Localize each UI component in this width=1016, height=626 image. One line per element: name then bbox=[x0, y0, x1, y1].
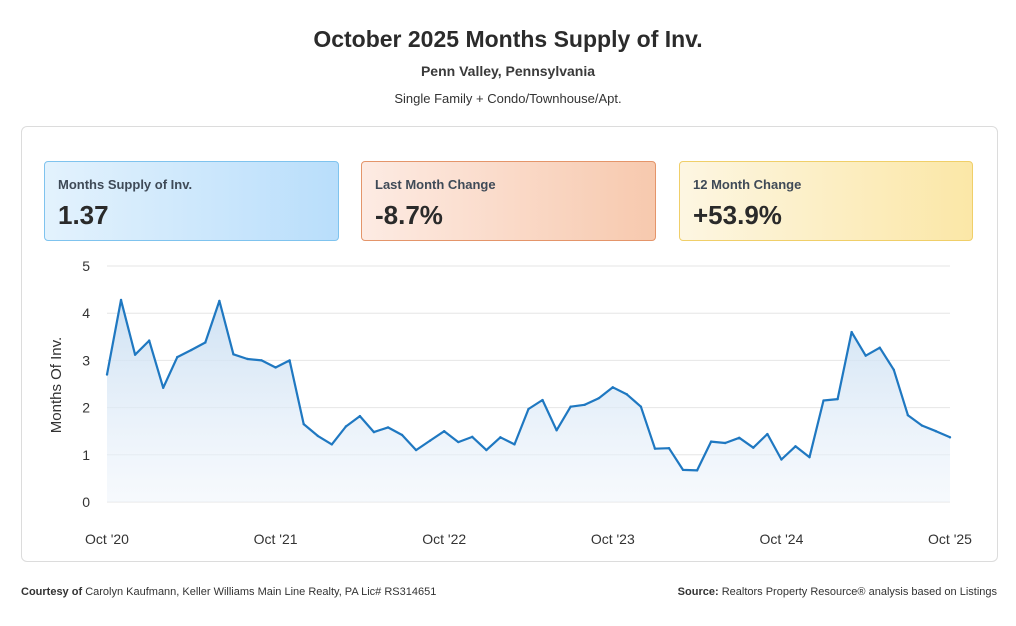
data-point bbox=[948, 436, 952, 439]
data-point bbox=[653, 447, 657, 450]
data-point bbox=[443, 430, 446, 433]
data-points bbox=[105, 298, 952, 472]
data-point bbox=[246, 357, 249, 361]
data-point bbox=[583, 403, 586, 406]
data-point bbox=[667, 446, 671, 450]
last-month-change-label: Last Month Change bbox=[375, 177, 496, 192]
data-point bbox=[681, 468, 685, 472]
chart-title: October 2025 Months Supply of Inv. bbox=[313, 26, 703, 52]
y-tick-label: 0 bbox=[82, 494, 90, 510]
property-types-subtitle: Single Family + Condo/Townhouse/Apt. bbox=[394, 91, 622, 106]
data-point bbox=[302, 422, 305, 426]
x-tick-label: Oct '21 bbox=[254, 531, 298, 547]
last-month-change-value: -8.7% bbox=[375, 200, 443, 230]
data-point bbox=[428, 439, 432, 442]
data-point bbox=[471, 435, 474, 439]
data-point bbox=[414, 448, 418, 452]
data-point bbox=[147, 339, 151, 342]
data-point bbox=[822, 399, 825, 402]
data-point bbox=[766, 432, 769, 436]
y-axis-ticks: 0 1 2 3 4 5 bbox=[82, 258, 90, 510]
data-point bbox=[316, 434, 319, 438]
data-point bbox=[344, 425, 348, 428]
source-footer: Source: Realtors Property Resource® anal… bbox=[678, 586, 997, 598]
data-point bbox=[400, 433, 404, 437]
y-tick-label: 5 bbox=[82, 258, 90, 274]
x-tick-label: Oct '20 bbox=[85, 531, 129, 547]
data-point bbox=[920, 424, 924, 427]
x-axis-ticks: Oct '20 Oct '21 Oct '22 Oct '23 Oct '24 Oct '… bbox=[85, 531, 972, 547]
data-point bbox=[836, 397, 839, 401]
data-point bbox=[569, 405, 572, 408]
data-point bbox=[541, 398, 544, 402]
data-point bbox=[499, 436, 502, 439]
data-point bbox=[386, 426, 390, 429]
data-point bbox=[358, 414, 362, 418]
months-supply-card: Months Supply of Inv. 1.37 bbox=[44, 161, 339, 241]
data-point bbox=[625, 393, 629, 396]
data-point bbox=[597, 396, 600, 400]
data-point bbox=[738, 436, 741, 440]
data-point bbox=[611, 386, 614, 389]
data-point bbox=[864, 354, 867, 357]
data-point bbox=[709, 440, 713, 443]
data-point bbox=[780, 458, 783, 461]
data-point bbox=[639, 405, 643, 408]
data-point bbox=[850, 330, 853, 334]
last-month-change-card: Last Month Change -8.7% bbox=[361, 161, 656, 241]
twelve-month-change-value: +53.9% bbox=[693, 200, 782, 230]
data-point bbox=[527, 407, 530, 411]
courtesy-footer: Courtesy of Carolyn Kaufmann, Keller Wil… bbox=[21, 586, 436, 598]
data-point bbox=[162, 386, 165, 389]
twelve-month-change-card: 12 Month Change +53.9% bbox=[679, 161, 973, 241]
data-point bbox=[752, 446, 755, 449]
y-tick-label: 2 bbox=[82, 400, 90, 416]
data-point bbox=[794, 445, 797, 448]
data-point bbox=[274, 366, 277, 369]
y-tick-label: 3 bbox=[82, 352, 90, 368]
data-point bbox=[372, 430, 376, 434]
y-tick-label: 4 bbox=[82, 305, 90, 321]
x-tick-label: Oct '22 bbox=[422, 531, 466, 547]
data-point bbox=[232, 353, 235, 356]
data-point bbox=[878, 346, 881, 349]
y-axis-label: Months Of Inv. bbox=[48, 337, 65, 433]
months-supply-value: 1.37 bbox=[58, 200, 109, 230]
twelve-month-change-label: 12 Month Change bbox=[693, 177, 802, 192]
source-text: Realtors Property Resource® analysis bas… bbox=[721, 586, 997, 598]
data-point bbox=[695, 469, 699, 472]
location-subtitle: Penn Valley, Pennsylvania bbox=[420, 63, 596, 79]
data-point bbox=[133, 353, 137, 356]
data-point bbox=[934, 430, 938, 433]
data-point bbox=[288, 359, 291, 362]
data-point bbox=[513, 443, 516, 446]
data-point bbox=[190, 348, 193, 352]
data-point bbox=[555, 429, 558, 432]
courtesy-label: Courtesy of bbox=[21, 586, 83, 598]
y-tick-label: 1 bbox=[82, 447, 90, 463]
data-point bbox=[808, 455, 811, 459]
series-area bbox=[107, 300, 950, 502]
data-point bbox=[105, 373, 109, 376]
data-point bbox=[485, 448, 488, 452]
x-tick-label: Oct '23 bbox=[591, 531, 635, 547]
data-point bbox=[330, 443, 333, 446]
months-supply-label: Months Supply of Inv. bbox=[58, 177, 193, 192]
source-label: Source: bbox=[677, 586, 719, 598]
courtesy-text: Carolyn Kaufmann, Keller Williams Main L… bbox=[85, 586, 437, 598]
data-point bbox=[119, 298, 123, 302]
data-point bbox=[892, 368, 895, 372]
data-point bbox=[218, 299, 221, 303]
data-point bbox=[204, 341, 207, 344]
x-tick-label: Oct '25 bbox=[928, 531, 972, 547]
data-point bbox=[724, 441, 727, 445]
data-point bbox=[260, 359, 263, 362]
data-point bbox=[457, 440, 460, 444]
x-tick-label: Oct '24 bbox=[759, 531, 803, 547]
data-point bbox=[906, 413, 910, 417]
data-point bbox=[176, 355, 179, 359]
